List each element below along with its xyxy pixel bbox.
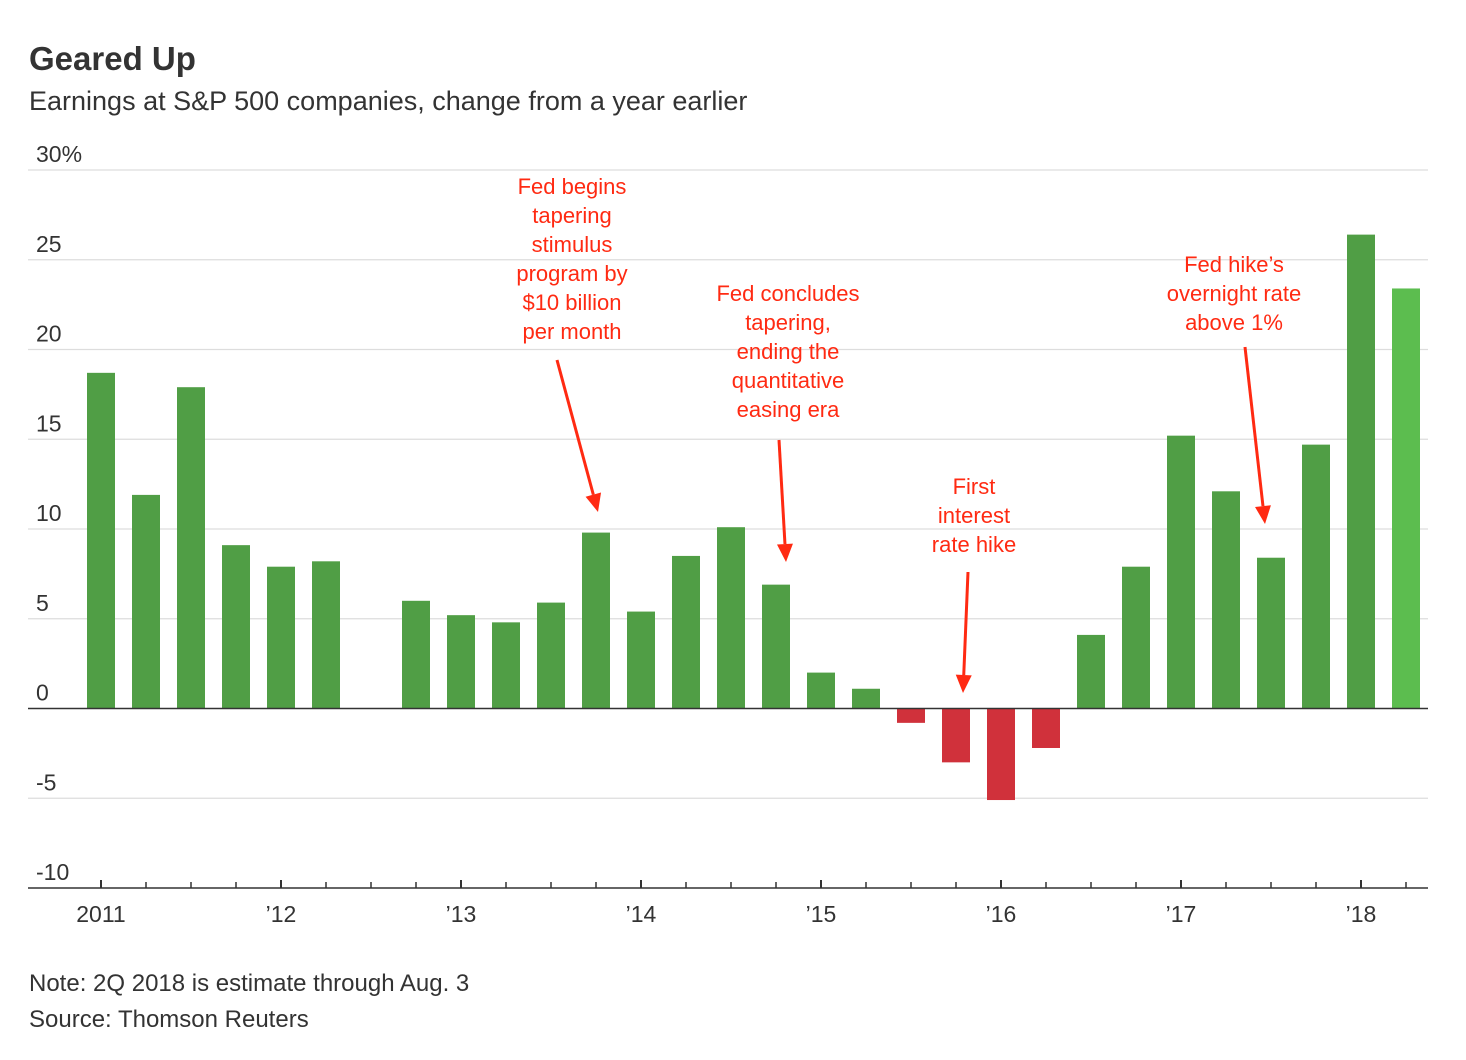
y-tick-label: 15 (36, 410, 62, 436)
annotation-arrowhead (1255, 505, 1271, 524)
bar (672, 555, 700, 709)
x-tick-label: ’13 (446, 901, 477, 927)
bar (1302, 444, 1330, 709)
annotation-arrow (1243, 346, 1265, 507)
annotation-text: quantitative (732, 368, 845, 393)
bar (717, 527, 745, 709)
bar (582, 532, 610, 709)
bar (852, 688, 880, 709)
annotation-text: above 1% (1185, 310, 1283, 335)
annotation-text: interest (938, 503, 1010, 528)
annotation-text: tapering, (745, 310, 831, 335)
x-tick-label: ’15 (806, 901, 837, 927)
y-tick-label: 10 (36, 500, 62, 526)
y-tick-label: 5 (36, 590, 49, 616)
chart-note: Note: 2Q 2018 is estimate through Aug. 3 (29, 970, 470, 997)
bar (1392, 288, 1420, 709)
annotation-text: easing era (737, 397, 841, 422)
bar (1257, 557, 1285, 709)
annotation-text: Fed concludes (716, 281, 859, 306)
annotation-text: ending the (737, 339, 840, 364)
x-tick-label: ’17 (1166, 901, 1197, 927)
annotation-text: overnight rate (1167, 281, 1302, 306)
x-tick-label: 2011 (76, 901, 125, 927)
annotation-arrowhead (955, 674, 972, 693)
x-tick-label: ’18 (1346, 901, 1377, 927)
bar (807, 672, 835, 709)
bar (897, 708, 925, 723)
bar (87, 372, 115, 709)
x-tick-label: ’14 (626, 901, 657, 927)
bar (402, 600, 430, 709)
bar (267, 566, 295, 709)
bar (1347, 234, 1375, 709)
bar (987, 708, 1015, 801)
bar-chart: 30% 25 20 15 10 5 0 -5 -10 2011 ’12 ’13 ’14 ’15 ’16 ’17… (28, 141, 1428, 927)
bar (1032, 708, 1060, 748)
annotation-text: $10 billion (522, 290, 621, 315)
y-tick-label: 25 (36, 231, 62, 257)
annotation-arrow (962, 571, 970, 676)
bar (942, 708, 970, 763)
y-tick-label: 30% (36, 141, 82, 167)
bar (222, 545, 250, 709)
annotation-text: program by (516, 261, 627, 286)
bar (627, 611, 655, 709)
chart-source: Source: Thomson Reuters (29, 1006, 309, 1033)
bar (1122, 566, 1150, 709)
chart-subtitle: Earnings at S&P 500 companies, change fr… (29, 86, 748, 116)
bar (537, 602, 565, 709)
bar (177, 387, 205, 709)
bar (132, 494, 160, 709)
x-tick-label: ’16 (986, 901, 1017, 927)
bar (1077, 634, 1105, 709)
bar (1212, 491, 1240, 709)
y-tick-label: -10 (36, 859, 69, 885)
annotation-text: Fed begins (518, 174, 627, 199)
annotation-arrowhead (585, 492, 602, 512)
chart-title: Geared Up (29, 40, 196, 77)
annotation-text: rate hike (932, 532, 1016, 557)
annotation-text: per month (522, 319, 621, 344)
x-tick-label: ’12 (266, 901, 297, 927)
annotation-text: stimulus (532, 232, 613, 257)
y-tick-label: 0 (36, 680, 49, 706)
annotation-arrow (777, 439, 787, 545)
annotation-text: Fed hike’s (1184, 252, 1284, 277)
bar (492, 622, 520, 709)
y-tick-label: -5 (36, 769, 56, 795)
annotation-text: First (953, 474, 996, 499)
y-tick-label: 20 (36, 321, 62, 347)
annotation-arrowhead (776, 543, 793, 562)
bar (762, 584, 790, 709)
bar (447, 615, 475, 709)
annotation-text: tapering (532, 203, 612, 228)
annotation-arrow (555, 359, 595, 496)
bar (312, 561, 340, 709)
bar (1167, 435, 1195, 709)
